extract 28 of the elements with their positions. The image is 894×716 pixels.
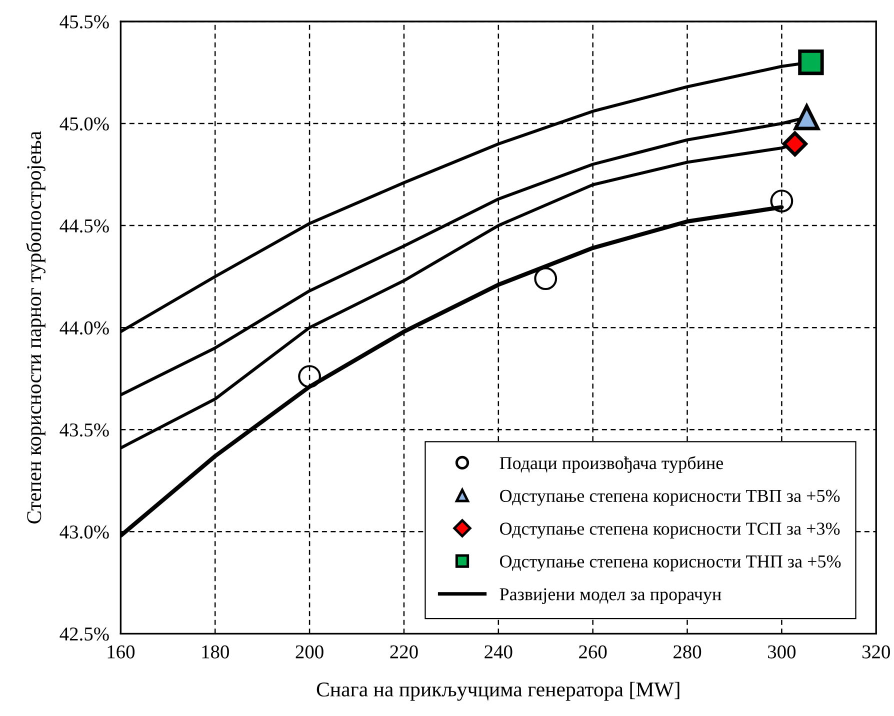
y-tick-label: 43.5% xyxy=(60,423,109,437)
x-tick-label: 240 xyxy=(484,645,512,658)
x-tick-label: 300 xyxy=(768,645,796,658)
legend-label: Развијени модел за прорачун xyxy=(500,588,722,604)
y-tick-label: 44.0% xyxy=(60,321,109,335)
y-axis-title: Степен корисности парног турбопостројења xyxy=(26,131,46,524)
y-tick-label: 43.0% xyxy=(60,525,109,539)
x-tick-label: 200 xyxy=(296,645,324,658)
y-tick-label: 45.0% xyxy=(60,117,109,131)
x-tick-label: 180 xyxy=(202,645,229,658)
point xyxy=(298,365,322,388)
x-tick-label: 260 xyxy=(579,645,607,658)
x-tick-label: 320 xyxy=(862,645,890,658)
legend-label: Одступање степена корисности ТСП за +3% xyxy=(500,522,840,538)
point xyxy=(534,267,558,290)
point xyxy=(798,49,824,76)
y-tick-label: 44.5% xyxy=(60,219,109,233)
legend-label: Одступање степена корисности ТВП за +5% xyxy=(500,490,840,506)
x-axis-title: Снага на прикључцима генератора [MW] xyxy=(316,682,680,701)
x-tick-label: 160 xyxy=(108,645,135,658)
point xyxy=(770,190,794,213)
legend-label: Одступање степена корисности ТНП за +5% xyxy=(500,555,841,572)
x-tick-label: 220 xyxy=(390,645,418,658)
y-tick-label: 45.5% xyxy=(60,15,109,29)
x-tick-label: 280 xyxy=(674,645,702,658)
y-tick-label: 42.5% xyxy=(60,627,109,641)
point xyxy=(782,131,808,156)
legend-label: Подаци произвођача турбине xyxy=(500,456,724,473)
